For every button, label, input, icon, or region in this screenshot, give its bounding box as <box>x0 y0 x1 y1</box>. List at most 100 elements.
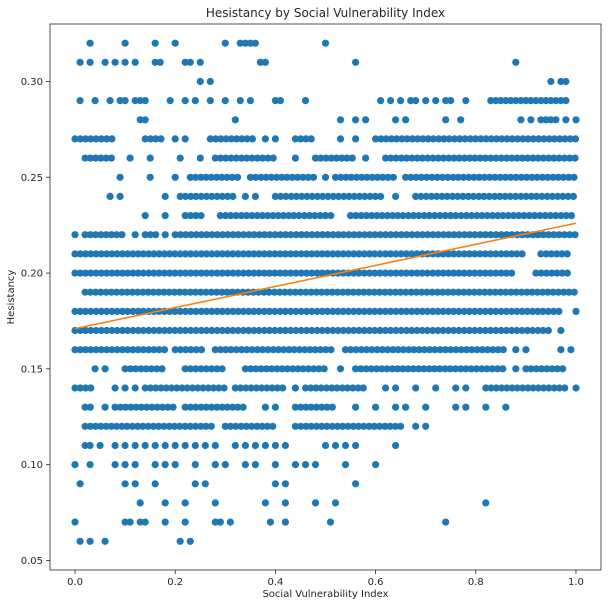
data-point <box>121 58 129 66</box>
data-point <box>294 365 302 373</box>
data-point <box>402 250 410 258</box>
data-point <box>563 269 572 277</box>
data-point <box>234 173 242 181</box>
data-point <box>213 403 221 411</box>
data-point <box>161 192 169 200</box>
data-point <box>320 365 328 373</box>
data-point <box>557 326 565 335</box>
data-point <box>213 250 221 258</box>
data-point <box>318 403 326 411</box>
data-point <box>97 269 105 277</box>
data-point <box>92 231 100 239</box>
data-point <box>429 154 437 162</box>
data-point <box>306 212 314 220</box>
data-point <box>248 346 256 354</box>
data-point <box>560 288 568 296</box>
data-point <box>276 288 284 296</box>
data-point <box>270 288 278 296</box>
data-point <box>420 365 428 373</box>
data-point <box>246 97 254 105</box>
data-point <box>96 441 104 450</box>
data-point <box>237 384 245 392</box>
data-point <box>152 231 160 239</box>
data-point <box>362 365 370 373</box>
data-point <box>354 384 362 392</box>
data-point <box>363 346 371 354</box>
data-point <box>308 326 316 335</box>
data-point <box>258 384 266 392</box>
data-point <box>559 365 567 373</box>
data-point <box>123 288 131 296</box>
data-point <box>352 212 360 220</box>
data-point <box>377 192 385 200</box>
data-point <box>518 326 526 335</box>
data-point <box>292 307 300 315</box>
data-point <box>287 250 295 258</box>
data-point <box>486 288 494 296</box>
data-point <box>76 537 84 545</box>
data-point <box>186 365 195 373</box>
data-point <box>141 384 149 392</box>
data-point <box>373 346 381 354</box>
data-point <box>287 326 295 335</box>
data-point <box>243 346 251 354</box>
data-point <box>121 97 129 105</box>
data-point <box>470 173 478 181</box>
data-point <box>187 192 195 200</box>
data-point <box>81 231 89 239</box>
data-point <box>520 212 528 220</box>
data-point <box>213 231 221 239</box>
data-point <box>317 154 325 162</box>
data-point <box>92 135 100 143</box>
data-point <box>131 58 139 66</box>
data-point <box>241 192 249 200</box>
data-point <box>191 441 199 450</box>
data-point <box>466 135 474 143</box>
data-point <box>202 365 210 373</box>
data-point <box>171 307 179 315</box>
data-point <box>371 269 379 277</box>
data-point <box>228 288 236 296</box>
data-point <box>188 384 197 392</box>
data-point <box>161 441 169 450</box>
data-point <box>121 365 129 373</box>
data-point <box>397 269 405 277</box>
data-point <box>260 288 268 296</box>
data-point <box>457 365 465 373</box>
data-point <box>517 116 525 124</box>
data-point <box>486 269 495 277</box>
data-point <box>532 269 540 277</box>
data-point <box>208 250 216 258</box>
data-point <box>211 441 219 450</box>
data-point <box>321 441 330 450</box>
data-point <box>229 307 237 315</box>
data-point <box>429 326 437 335</box>
data-point <box>418 154 426 162</box>
data-point <box>352 365 360 373</box>
data-point <box>304 173 312 181</box>
data-point <box>356 192 364 200</box>
data-point <box>302 135 310 143</box>
data-point <box>334 250 342 258</box>
data-point <box>134 250 142 258</box>
data-point <box>82 326 90 335</box>
data-point <box>113 307 121 315</box>
data-point <box>381 250 389 258</box>
data-point <box>101 58 109 66</box>
data-point <box>264 346 272 354</box>
data-point <box>234 326 242 335</box>
data-point <box>387 269 395 277</box>
data-point <box>423 288 431 296</box>
data-point <box>273 384 281 392</box>
data-point <box>301 97 310 105</box>
data-point <box>512 365 520 373</box>
data-point <box>387 307 395 315</box>
data-point <box>444 288 452 296</box>
data-point <box>433 288 442 296</box>
data-point <box>570 288 578 296</box>
data-point <box>192 250 200 258</box>
data-point <box>321 39 330 47</box>
data-point <box>141 97 149 105</box>
data-point <box>139 326 147 335</box>
data-point <box>162 384 170 392</box>
